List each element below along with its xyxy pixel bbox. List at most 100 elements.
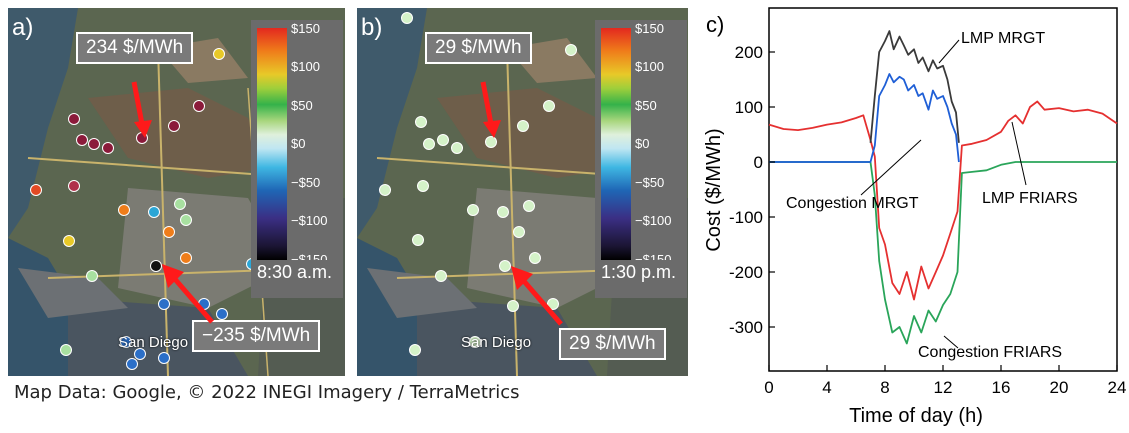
callout-top-price: 234 $/MWh: [76, 32, 194, 64]
red-arrow-icon: [480, 81, 501, 138]
price-marker: [88, 138, 100, 150]
colorbar-tick: $0: [291, 136, 306, 151]
city-label: San Diego: [118, 334, 189, 351]
annotation-leader: [943, 335, 959, 349]
price-marker: [60, 344, 72, 356]
price-marker: [150, 260, 162, 272]
colorbar-tick: $150: [635, 21, 664, 36]
x-tick-label: 24: [1108, 378, 1127, 397]
x-tick-label: 16: [992, 378, 1011, 397]
price-marker: [543, 100, 555, 112]
series-line-lmp-friars: [768, 100, 1118, 301]
price-marker: [513, 226, 525, 238]
price-marker: [86, 270, 98, 282]
price-marker: [180, 214, 192, 226]
price-marker: [469, 336, 481, 348]
city-label: San Diego: [461, 334, 532, 351]
colorbar-tick: −$50: [291, 175, 321, 190]
colorbar-tick: −$100: [291, 213, 328, 228]
x-tick-label: 20: [1050, 378, 1069, 397]
price-marker: [437, 134, 449, 146]
price-marker: [168, 120, 180, 132]
series-line-congestion-mrgt: [769, 73, 960, 163]
price-marker: [216, 308, 228, 320]
price-marker: [163, 226, 175, 238]
price-marker: [507, 300, 519, 312]
price-marker: [467, 204, 479, 216]
annotation-lmp-mrgt: LMP MRGT: [961, 30, 1045, 47]
annotation-congestion-mrgt: Congestion MRGT: [786, 195, 919, 212]
price-marker: [523, 200, 535, 212]
x-tick-label: 0: [764, 378, 773, 397]
colorbar-tick: $100: [291, 59, 320, 74]
price-marker: [517, 120, 529, 132]
price-marker: [401, 12, 413, 24]
price-marker: [180, 252, 192, 264]
y-tick-label: 200: [735, 43, 763, 62]
price-marker: [134, 348, 146, 360]
red-arrow-icon: [511, 266, 563, 326]
x-tick-label: 12: [934, 378, 953, 397]
colorbar-gradient: [601, 28, 631, 260]
time-label: 1:30 p.m.: [595, 260, 687, 285]
price-marker: [497, 206, 509, 218]
colorbar-tick: $100: [635, 59, 664, 74]
y-axis-label: Cost ($/MWh): [703, 128, 725, 251]
price-marker: [379, 184, 391, 196]
price-marker: [126, 358, 138, 370]
colorbar-gradient: [257, 28, 287, 260]
time-label: 8:30 a.m.: [251, 260, 343, 285]
price-marker: [451, 142, 463, 154]
price-marker: [565, 44, 577, 56]
red-arrow-icon: [131, 81, 152, 138]
price-marker: [417, 180, 429, 192]
callout-top-price: 29 $/MWh: [425, 32, 532, 64]
annotation-leader: [860, 139, 922, 196]
price-marker: [529, 252, 541, 264]
callout-bottom-price: −235 $/MWh: [192, 320, 321, 352]
price-marker: [193, 100, 205, 112]
colorbar-tick: −$50: [635, 175, 665, 190]
cost-chart: c) 200 100 0 -100 -200 -300 0 4 8 12 16 20 24 Time …: [703, 7, 1126, 427]
price-marker: [435, 270, 447, 282]
y-tick-label: 0: [754, 153, 763, 172]
colorbar-tick: $50: [291, 98, 313, 113]
map-panel-b: b) San Diego 29 $/MWh 29 $/MWh $150 $100…: [357, 8, 688, 376]
colorbar-tick: $0: [635, 136, 650, 151]
y-tick-label: -100: [729, 208, 763, 227]
price-marker: [547, 298, 559, 310]
y-tick-label: 100: [735, 98, 763, 117]
annotation-lmp-friars: LMP FRIARS: [982, 190, 1078, 207]
x-axis-label: Time of day (h): [849, 405, 983, 427]
y-tick-label: -300: [729, 318, 763, 337]
colorbar-tick: $50: [635, 98, 657, 113]
price-marker: [158, 298, 170, 310]
annotation-leader: [938, 39, 960, 64]
colorbar-tick: −$100: [635, 213, 672, 228]
price-marker: [118, 204, 130, 216]
colorbar: $150 $100 $50 $0 −$50 −$100 −$150: [595, 20, 687, 298]
price-marker: [409, 344, 421, 356]
colorbar: $150 $100 $50 $0 −$50 −$100 −$150: [251, 20, 343, 298]
price-marker: [102, 142, 114, 154]
x-axis: 0 4 8 12 16 20 24: [764, 365, 1126, 397]
series-line-congestion-friars: [769, 161, 1117, 345]
x-tick-label: 8: [880, 378, 889, 397]
annotation-congestion-friars: Congestion FRIARS: [918, 344, 1062, 361]
price-marker: [120, 336, 132, 348]
price-marker: [174, 198, 186, 210]
price-marker: [68, 113, 80, 125]
annotations: LMP MRGT Congestion MRGT LMP FRIARS Cong…: [786, 30, 1078, 361]
price-marker: [76, 134, 88, 146]
price-marker: [499, 260, 511, 272]
map-credit: Map Data: Google, © 2022 INEGI Imagery /…: [14, 382, 520, 403]
price-marker: [68, 180, 80, 192]
price-marker: [485, 136, 497, 148]
y-tick-label: -200: [729, 263, 763, 282]
callout-bottom-price: 29 $/MWh: [559, 328, 666, 360]
x-tick-label: 4: [822, 378, 831, 397]
price-marker: [148, 206, 160, 218]
annotation-leader: [1011, 121, 1027, 186]
panel-label-c: c): [706, 12, 724, 37]
series-line-lmp-mrgt: [869, 30, 960, 143]
